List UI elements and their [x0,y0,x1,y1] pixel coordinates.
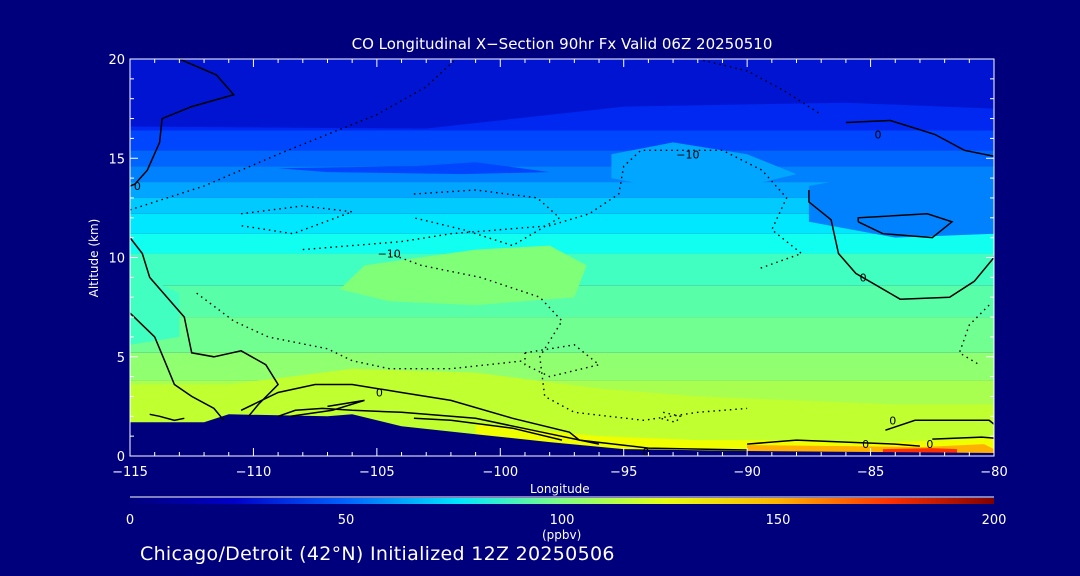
contour-line-dotted [240,205,353,235]
contour-line [808,190,994,300]
altitude-band [130,233,994,254]
altitude-band [130,197,994,214]
x-tick-label: −115 [112,465,148,480]
altitude-band [130,182,994,198]
x-tick-label: −80 [980,465,1007,480]
contour-label: 0 [642,446,649,459]
y-tick-label: 15 [108,152,125,167]
y-tick-label: 20 [108,53,125,68]
contour-label: 0 [376,386,383,399]
contour-line [845,119,994,158]
light-blue-patch [611,142,797,190]
dark-blue-filament [278,162,550,175]
x-tick-label: −100 [482,465,518,480]
terrain-mask [130,414,994,456]
contour-label: 0 [889,414,896,427]
upper-dark-blue-region [130,59,994,129]
contour-label: −10 [676,148,699,161]
contour-line [857,213,954,239]
contour-label: 0 [926,438,933,451]
x-axis-label: Longitude [530,482,590,496]
mid-green-patch [339,245,587,306]
y-tick-label: 5 [117,351,125,366]
contour-line [885,419,994,431]
contour-line-dotted [697,59,822,116]
altitude-band [130,213,994,234]
contour-line-dotted [413,189,561,247]
contour-line [149,413,185,422]
x-tick-label: −95 [610,465,637,480]
x-tick-label: −90 [733,465,760,480]
colorbar-unit-label: (ppbv) [542,528,582,542]
colorbar-tick-label: 0 [126,513,134,528]
contour-line [130,312,225,421]
y-tick-label: 0 [117,450,125,465]
x-tick-label: −85 [857,465,884,480]
contour-line [290,399,365,418]
colorbar [130,498,994,504]
colorbar-tick-label: 100 [550,513,575,528]
contour-label: 0 [862,438,869,451]
contour-line-dotted [130,59,457,211]
contour-label: −10 [378,248,401,261]
chart-title: CO Longitudinal X−Section 90hr Fx Valid … [351,35,773,53]
contour-line [130,59,236,187]
altitude-band [130,130,994,151]
y-tick-label: 10 [108,252,125,267]
contour-line-dotted [388,252,748,422]
altitude-band [130,150,994,167]
contour-line [277,407,600,445]
contour-line [240,383,748,451]
contour-line [130,237,280,417]
colorbar-tick-label: 50 [338,513,355,528]
contour-line-dotted [660,411,682,424]
contour-label: 0 [874,128,881,141]
x-tick-label: −110 [236,465,272,480]
contour-line [413,417,563,441]
contour-label: 0 [860,271,867,284]
altitude-band [130,352,994,381]
colorbar-tick-label: 200 [982,513,1007,528]
contour-line [747,439,920,447]
footer-caption: Chicago/Detroit (42°N) Initialized 12Z 2… [140,543,615,565]
contour-label: 0 [134,180,141,193]
contour-line-dotted [302,149,803,271]
x-tick-label: −105 [359,465,395,480]
contour-line [932,436,994,440]
colorbar-tick-label: 150 [766,513,791,528]
altitude-band [130,317,994,353]
